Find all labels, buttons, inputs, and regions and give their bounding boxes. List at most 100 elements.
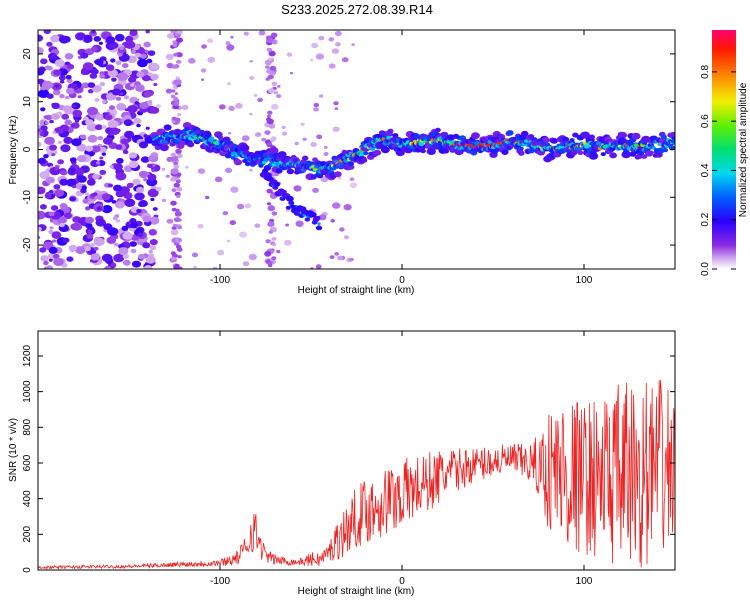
heat-blob [66, 78, 73, 84]
heat-blob [171, 64, 178, 69]
heat-blob [176, 247, 183, 252]
heat-blob [318, 214, 327, 221]
heat-blob [341, 149, 348, 155]
heat-blob [174, 263, 180, 268]
heat-blob [173, 52, 179, 57]
heat-blob [177, 225, 183, 230]
heat-blob [318, 35, 325, 41]
heat-blob [174, 211, 182, 217]
heat-blob [51, 239, 57, 243]
heat-blob [185, 165, 189, 169]
heat-blob [117, 72, 129, 81]
heat-blob [314, 215, 321, 221]
heat-blob [111, 77, 117, 82]
heat-blob [43, 154, 49, 159]
heat-blob [323, 152, 329, 156]
heat-blob [209, 136, 215, 141]
heat-blob [43, 30, 51, 35]
heat-blob [44, 65, 51, 70]
heat-blob [134, 52, 142, 58]
heat-blob [85, 216, 94, 224]
heat-blob [268, 50, 276, 57]
heat-blob [334, 171, 342, 178]
heat-blob [49, 144, 57, 151]
heat-blob [237, 203, 245, 210]
heat-blob [315, 53, 324, 60]
heat-blob [506, 130, 514, 136]
heat-blob [150, 73, 159, 81]
heat-blob [102, 137, 113, 145]
heat-blob [271, 81, 278, 86]
heat-blob [520, 130, 529, 137]
heat-blob [129, 218, 137, 224]
heat-blob [276, 94, 282, 99]
heat-blob [53, 257, 64, 267]
heat-blob [122, 149, 129, 155]
heat-blob [93, 237, 105, 247]
heat-blob [542, 137, 550, 143]
heat-blob [265, 77, 270, 81]
heat-blob [130, 234, 140, 241]
heat-blob [124, 40, 136, 49]
heat-blob [271, 103, 279, 110]
heat-blob [123, 95, 130, 100]
heat-blob [201, 44, 208, 49]
colorbar-tick-label: 0.8 [700, 65, 711, 79]
heat-blob [335, 42, 341, 47]
heat-blob [270, 70, 276, 76]
heat-blob [155, 186, 162, 192]
heat-blob [518, 150, 525, 156]
heat-blob [170, 168, 179, 175]
colorbar-ticks: 0.0 0.2 0.4 0.6 0.8 [700, 65, 736, 276]
heat-blob [69, 157, 77, 163]
heat-blob [147, 163, 153, 168]
heat-blob [48, 229, 54, 234]
heat-blob [363, 151, 369, 156]
heat-blob [68, 167, 76, 174]
heat-blob [315, 264, 322, 269]
heat-blob [113, 242, 119, 247]
heat-blob [107, 69, 119, 78]
heat-blob [118, 247, 129, 256]
colorbar-tick-label: 0.2 [700, 212, 711, 226]
heat-blob [351, 43, 355, 46]
heat-blob [191, 252, 199, 258]
heat-blob [261, 137, 267, 142]
heat-blob [310, 142, 317, 147]
heat-blob [344, 235, 349, 240]
heat-blob [74, 119, 80, 123]
heat-blob [174, 92, 178, 95]
heat-blob [600, 152, 606, 157]
heat-blob [126, 182, 134, 189]
heat-blob [39, 247, 47, 253]
heat-blob [173, 182, 180, 188]
heat-blob [97, 136, 104, 141]
heat-blob [249, 112, 253, 116]
heat-blob [148, 229, 157, 236]
heat-blob [59, 222, 65, 228]
heat-blob [266, 35, 272, 40]
heat-blob [145, 255, 156, 264]
heat-blob [38, 235, 41, 240]
heat-blob [609, 152, 617, 159]
heat-blob [101, 205, 113, 214]
heat-blob [143, 91, 152, 98]
heat-blob [101, 125, 107, 129]
heat-blob [77, 155, 87, 163]
heat-blob [51, 102, 60, 110]
heat-blob [144, 265, 153, 269]
heat-blob [269, 147, 279, 155]
heat-blob [39, 171, 50, 180]
heat-blob [170, 251, 176, 256]
heat-blob [151, 168, 156, 172]
heat-blob [70, 223, 80, 231]
heat-blob [226, 239, 231, 243]
heat-blob [38, 210, 46, 220]
heat-blob [39, 132, 45, 137]
heat-blob [275, 168, 283, 174]
heat-blob [253, 94, 258, 97]
heat-blob [373, 149, 382, 156]
heat-blob [54, 59, 65, 67]
heat-blob [217, 249, 225, 256]
